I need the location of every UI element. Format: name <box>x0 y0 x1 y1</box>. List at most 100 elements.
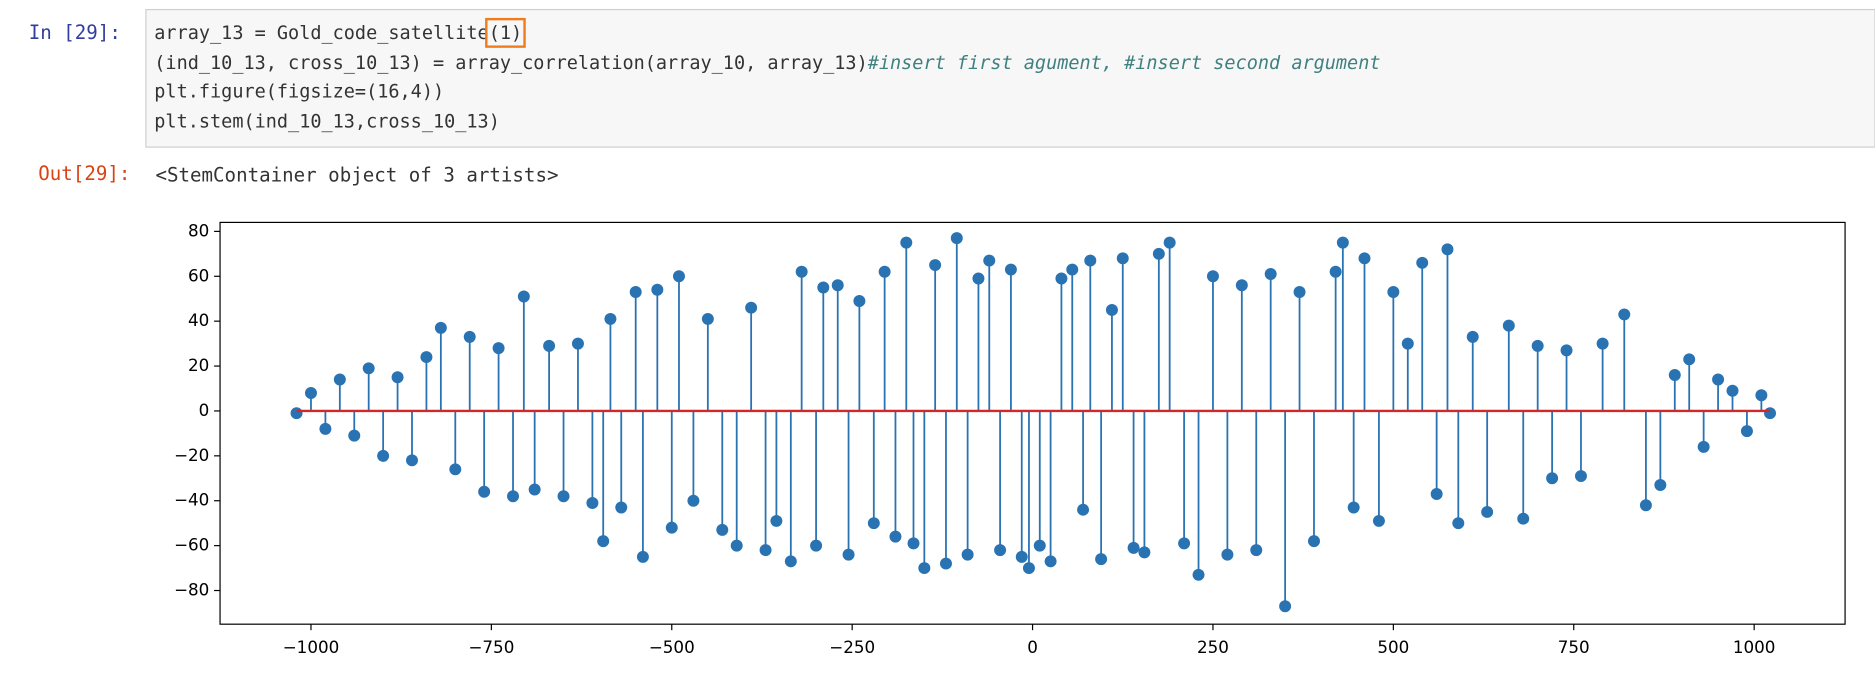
stem-marker <box>929 259 942 272</box>
stem-marker <box>1044 555 1057 568</box>
stem-marker <box>557 490 570 503</box>
stem-marker <box>795 265 808 278</box>
stem-marker <box>1740 425 1753 438</box>
stem-marker <box>434 321 447 334</box>
stem-marker <box>333 373 346 386</box>
stem-marker <box>687 494 700 507</box>
stem-marker <box>730 539 743 552</box>
code-line: array_13 = Gold_code_satellite <box>154 23 488 44</box>
y-tick-label: 60 <box>188 265 209 285</box>
stem-marker <box>1639 499 1652 512</box>
x-tick-label: 500 <box>1377 637 1409 657</box>
stem-marker <box>918 562 931 575</box>
stem-marker <box>1250 544 1263 557</box>
stem-marker <box>1441 243 1454 256</box>
stem-marker <box>1347 501 1360 514</box>
stem-marker <box>889 530 902 543</box>
stem-marker <box>939 557 952 570</box>
stem-marker <box>1329 265 1342 278</box>
stem-marker <box>391 371 404 384</box>
code-highlight: (1) <box>489 23 522 44</box>
stem-marker <box>673 270 685 283</box>
stem-marker <box>759 544 772 557</box>
stem-marker <box>701 312 714 325</box>
stem-marker <box>1022 562 1035 575</box>
stem-marker <box>1235 279 1248 292</box>
code-comment: #insert first agument, #insert second ar… <box>867 53 1381 74</box>
stem-marker <box>1712 373 1725 386</box>
stem-marker <box>1264 268 1277 281</box>
stem-marker <box>1221 548 1234 561</box>
stem-marker <box>1077 503 1090 516</box>
chart: −1000 −750 −500 −250 0 250 500 750 1000 −80 −60 −40… <box>174 220 1777 657</box>
stem-marker <box>745 301 758 314</box>
stem-marker <box>1574 470 1587 483</box>
stem-marker <box>1560 344 1573 357</box>
stem-marker <box>304 387 317 399</box>
stem-marker <box>907 537 920 550</box>
x-tick-label: 750 <box>1558 637 1590 657</box>
code-line: (ind_10_13, cross_10_13) = array_correla… <box>154 53 867 74</box>
stem-marker <box>994 544 1007 557</box>
stem-marker <box>1430 488 1443 500</box>
stem-marker <box>1726 384 1739 397</box>
stem-marker <box>867 517 880 530</box>
x-tick-label: 0 <box>1027 637 1038 657</box>
stem-marker <box>1683 353 1696 366</box>
stem-marker <box>1279 600 1292 613</box>
x-tick-label: −500 <box>649 637 695 657</box>
stem-marker <box>810 539 823 552</box>
stem-marker <box>571 337 584 350</box>
y-tick-label: 0 <box>199 400 210 420</box>
stem-marker <box>517 290 530 303</box>
output-text: <StemContainer object of 3 artists> <box>155 163 558 186</box>
stem-marker <box>1152 247 1165 260</box>
stem-marker <box>597 535 610 548</box>
stem-marker <box>853 294 866 307</box>
y-tick-label: −60 <box>174 535 209 555</box>
stem-marker <box>842 548 855 561</box>
x-tick-label: −750 <box>468 637 514 657</box>
stem-marker <box>878 265 891 278</box>
stem-marker <box>319 422 332 435</box>
stem-marker <box>1308 535 1320 548</box>
stem-marker <box>1095 553 1108 566</box>
stem-marker <box>1066 263 1079 276</box>
stem-marker <box>586 496 599 509</box>
stem-marker <box>528 483 541 496</box>
stem-marker <box>1055 272 1068 285</box>
stem-marker <box>1502 319 1515 332</box>
stem-marker <box>665 521 678 534</box>
stem-marker <box>1336 236 1349 249</box>
stem-marker <box>1084 254 1097 267</box>
stem-marker <box>1531 339 1544 352</box>
stem-marker <box>651 283 664 296</box>
stem-marker <box>961 548 974 561</box>
stem-marker <box>1358 252 1371 265</box>
stem-marker <box>1697 440 1710 453</box>
stem-marker <box>1387 286 1400 298</box>
stem-marker <box>543 339 556 352</box>
stem-marker <box>1293 286 1306 298</box>
stem-marker <box>716 523 729 536</box>
stem-marker <box>406 454 418 467</box>
y-tick-label: −80 <box>174 580 209 600</box>
stem-marker <box>348 429 361 442</box>
x-tick-label: −250 <box>829 637 875 657</box>
stem-marker <box>1481 505 1494 518</box>
stem-marker <box>377 449 390 462</box>
stem-marker <box>420 351 433 364</box>
out-prompt: Out[29]: <box>38 162 130 185</box>
stem-marker <box>615 501 628 514</box>
stem-marker <box>1654 479 1667 491</box>
stem-marker <box>950 232 963 245</box>
stem-marker <box>449 463 462 476</box>
x-tick-label: −1000 <box>283 637 340 657</box>
code-cell[interactable] <box>145 8 1875 148</box>
stem-marker <box>1138 546 1151 559</box>
stem-marker <box>817 281 830 294</box>
stem-marker <box>629 286 642 298</box>
stem-marker <box>1127 541 1140 554</box>
stem-marker <box>1116 252 1129 265</box>
